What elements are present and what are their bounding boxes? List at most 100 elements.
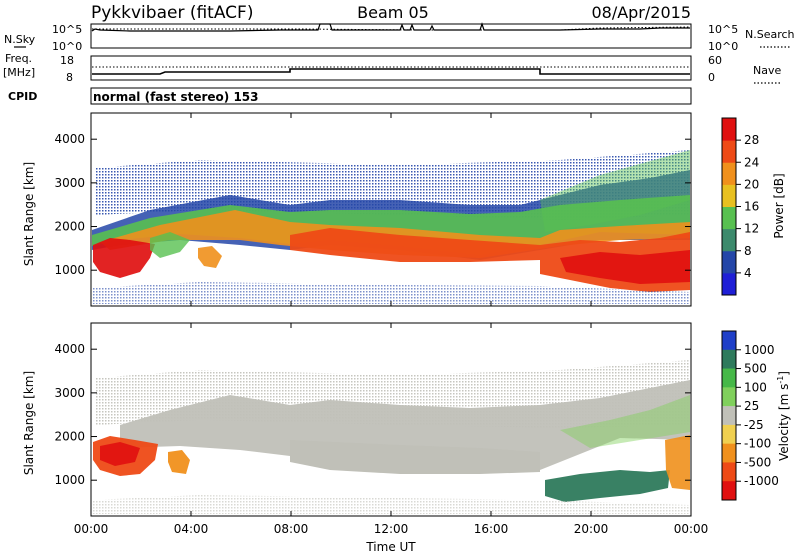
velocity-data-layer: [92, 360, 690, 514]
power-colorbar-label: Power [dB]: [772, 173, 786, 238]
velocity-colorbar-label-end: ]: [777, 371, 791, 376]
cpid-label: CPID: [8, 90, 37, 103]
time-tick-label: 20:00: [574, 522, 609, 536]
velocity-colorbar-swatch: [722, 406, 736, 426]
power-colorbar-swatch: [722, 228, 736, 252]
time-tick-label: 16:00: [474, 522, 509, 536]
velocity-colorbar-swatch: [722, 424, 736, 445]
velocity-colorbar-tick-label: 1000: [744, 343, 775, 357]
velocity-colorbar-swatch: [722, 368, 736, 388]
velocity-colorbar-frame: [721, 330, 737, 501]
velocity-colorbar-tick-label: 500: [744, 362, 767, 376]
n-sky-line: [91, 22, 690, 32]
freq-tick-hi: 18: [60, 54, 74, 67]
freq-panel: Freq. [MHz] 18 8 60 0 Nave: [3, 52, 781, 84]
nave-tick-hi: 60: [708, 54, 722, 67]
power-colorbar: 4 8 12 16 20 24 28 Power [dB]: [721, 117, 786, 296]
nave-label: Nave: [753, 64, 781, 77]
power-colorbar-swatch: [722, 250, 736, 274]
velocity-colorbar: 1000 500 100 25 -25 -100 -500 -1000 Velocity [m…: [721, 330, 791, 501]
freq-label-1: Freq.: [5, 52, 32, 65]
velocity-grey-band: [120, 380, 690, 470]
n-search-label: N.Search: [745, 28, 795, 41]
velocity-colorbar-swatch: [722, 462, 736, 482]
power-blob-small: [198, 246, 222, 268]
power-blob-left: [93, 238, 155, 278]
velocity-panel: 1000 2000 3000 4000 Slant Range [km]: [22, 322, 692, 517]
power-colorbar-tick-label: 24: [744, 155, 759, 169]
power-colorbar-tick-label: 28: [744, 133, 759, 147]
range-tick-label: 3000: [54, 386, 85, 400]
power-y-axis-label: Slant Range [km]: [22, 162, 36, 266]
n-sky-tick-hi: 10^5: [52, 23, 82, 36]
velocity-blob-small: [168, 450, 190, 474]
cpid-bar: [90, 87, 692, 105]
freq-line: [92, 68, 690, 75]
velocity-colorbar-label-main: Velocity [m s: [777, 384, 791, 461]
power-blob-left-green: [150, 232, 190, 258]
velocity-colorbar-swatch: [722, 443, 736, 463]
velocity-grey-lower: [290, 440, 540, 474]
range-tick-label: 1000: [54, 473, 85, 487]
velocity-colorbar-swatch: [722, 349, 736, 370]
velocity-blob-right-green: [545, 470, 670, 502]
power-panel: 1000 2000 3000 4000 Slant Range [km]: [22, 112, 692, 307]
power-colorbar-tick-label: 4: [744, 266, 752, 280]
velocity-colorbar-swatch: [722, 331, 736, 351]
range-tick-label: 4000: [54, 342, 85, 356]
power-main-band-red: [290, 228, 540, 262]
range-tick-label: 3000: [54, 176, 85, 190]
date-label: 08/Apr/2015: [591, 3, 691, 22]
velocity-blob-left-core: [100, 442, 140, 466]
velocity-colorbar-tick-label: -500: [744, 455, 771, 469]
velocity-colorbar-tick-label: -25: [744, 418, 764, 432]
time-tick-label: 04:00: [174, 522, 209, 536]
power-blob-right-core: [560, 250, 690, 284]
n-sky-label: N.Sky: [4, 33, 36, 46]
power-colorbar-swatch: [722, 184, 736, 207]
range-tick-label: 2000: [54, 430, 85, 444]
velocity-colorbar-label-sup: -1: [776, 376, 785, 384]
power-colorbar-tick-label: 8: [744, 244, 752, 258]
nave-tick-lo: 0: [708, 71, 715, 84]
power-colorbar-tick-label: 16: [744, 200, 759, 214]
velocity-colorbar-label: Velocity [m s-1]: [776, 371, 791, 461]
freq-label-2: [MHz]: [3, 66, 35, 79]
power-colorbar-tick-label: 20: [744, 177, 759, 191]
velocity-colorbar-tick-label: 25: [744, 399, 759, 413]
velocity-colorbar-tick-label: 100: [744, 380, 767, 394]
time-axis: 00:00 04:00 08:00 12:00 16:00 20:00 00:00: [74, 113, 708, 536]
power-colorbar-swatch: [722, 140, 736, 163]
power-colorbar-swatch: [722, 162, 736, 185]
noise-panel-frame: [90, 23, 692, 49]
power-lower-scatter: [92, 282, 690, 304]
time-tick-label: 08:00: [274, 522, 309, 536]
range-tick-label: 1000: [54, 263, 85, 277]
power-y-axis: 1000 2000 3000 4000: [54, 132, 691, 277]
velocity-colorbar-tick-label: -100: [744, 437, 771, 451]
n-search-tick-hi: 10^5: [708, 23, 738, 36]
range-tick-label: 4000: [54, 132, 85, 146]
power-colorbar-swatch: [722, 118, 736, 141]
n-search-tick-lo: 10^0: [708, 40, 738, 53]
freq-tick-lo: 8: [66, 71, 73, 84]
beam-label: Beam 05: [357, 3, 429, 22]
velocity-blob-right-orange: [665, 435, 690, 490]
time-axis-label: Time UT: [365, 540, 416, 554]
freq-panel-frame: [90, 55, 692, 81]
velocity-y-axis: 1000 2000 3000 4000: [54, 342, 691, 487]
velocity-lower-scatter: [92, 495, 690, 514]
power-right-green-haze: [540, 150, 690, 232]
velocity-y-axis-label: Slant Range [km]: [22, 371, 36, 475]
noise-panel: N.Sky 10^5 10^0 10^5 10^0 N.Search: [4, 22, 795, 53]
velocity-colorbar-swatch: [722, 387, 736, 407]
velocity-colorbar-tick-label: -1000: [744, 474, 779, 488]
time-tick-label: 00:00: [74, 522, 109, 536]
power-colorbar-tick-label: 12: [744, 222, 759, 236]
time-tick-label: 12:00: [374, 522, 409, 536]
cpid-text: normal (fast stereo) 153: [93, 90, 259, 104]
power-colorbar-swatch: [722, 272, 736, 296]
power-data-layer: [92, 150, 690, 304]
range-tick-label: 2000: [54, 220, 85, 234]
